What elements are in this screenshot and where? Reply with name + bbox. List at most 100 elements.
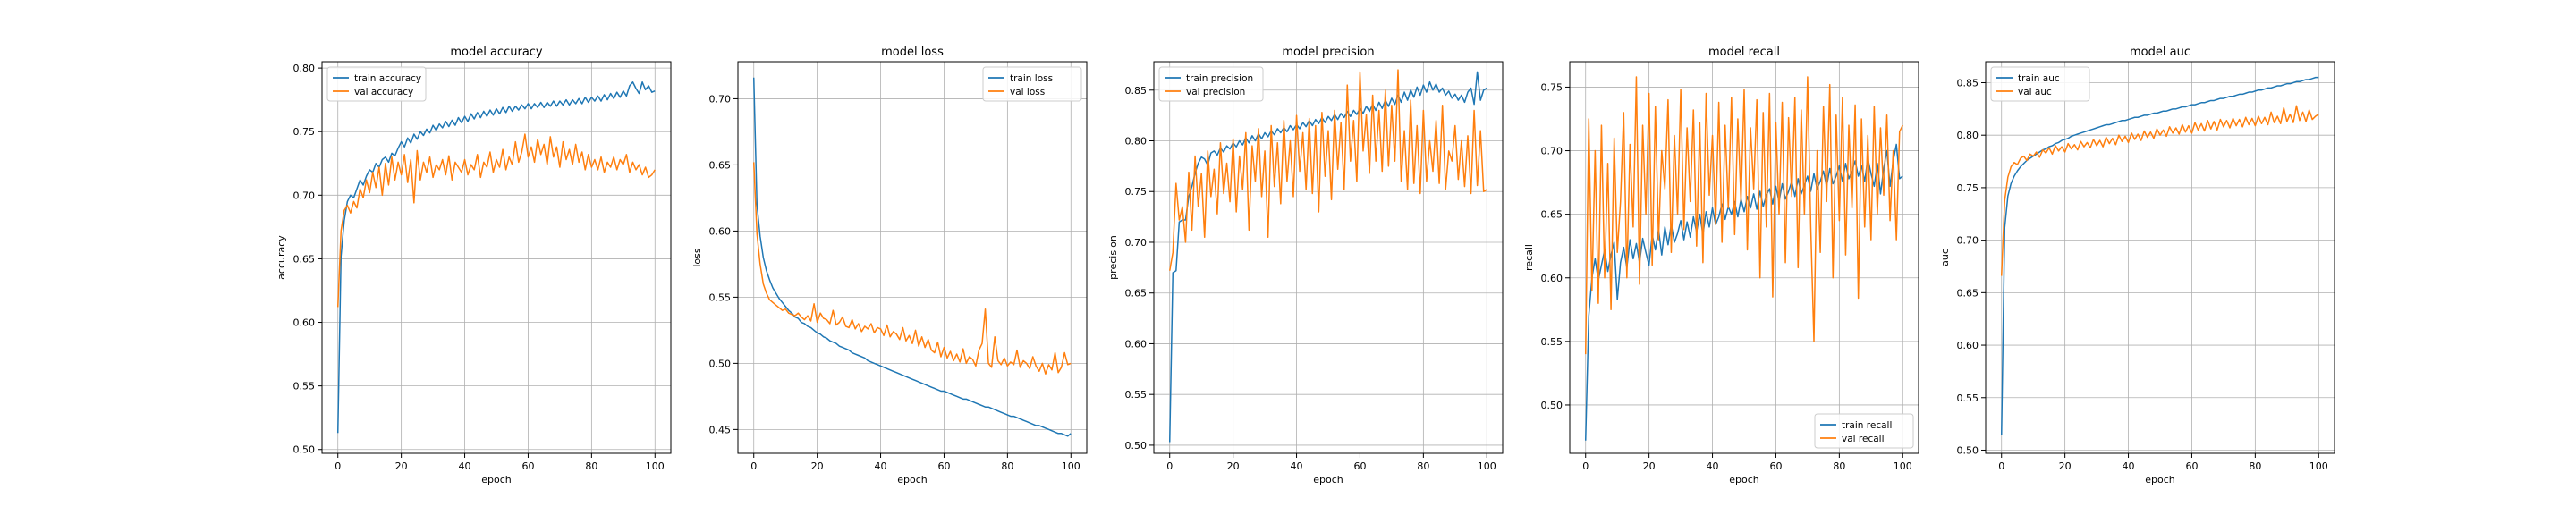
y-tick-label: 0.75 — [1125, 186, 1148, 198]
y-axis-label: auc — [1939, 249, 1951, 266]
chart-panel-0: 0 20 40 60 80 100 0.50 0.55 0.60 0.65 0.70 0.75 0.80… — [275, 46, 672, 485]
y-tick-label: 0.55 — [1125, 389, 1148, 401]
axes-frame — [1569, 61, 1919, 454]
x-tick-label: 80 — [585, 460, 597, 472]
legend-label-1: val recall — [1842, 434, 1885, 444]
legend-box — [1158, 66, 1264, 102]
series-line-0 — [336, 81, 656, 434]
y-tick-label: 0.70 — [1125, 237, 1148, 249]
y-tick-label: 0.60 — [1125, 338, 1148, 350]
x-tick-label: 100 — [1894, 460, 1912, 472]
y-tick-label: 0.50 — [1957, 444, 1979, 456]
x-tick-label: 60 — [521, 460, 534, 472]
x-tick-label: 20 — [811, 460, 824, 472]
y-axis-label: loss — [691, 248, 703, 267]
x-tick-label: 40 — [875, 460, 887, 472]
x-axis-label: epoch — [1729, 474, 1759, 485]
legend: train loss val loss — [982, 66, 1082, 102]
y-tick-label: 0.65 — [709, 159, 732, 171]
series-line-1 — [1584, 76, 1903, 355]
series-line-0 — [1584, 143, 1903, 441]
y-tick-label: 0.60 — [1541, 273, 1563, 284]
axes-frame — [1985, 61, 2335, 454]
chart-title: model recall — [1708, 46, 1780, 59]
x-tick-label: 20 — [395, 460, 408, 472]
y-tick-label: 0.50 — [293, 444, 316, 456]
y-tick-label: 0.85 — [1125, 85, 1148, 97]
x-tick-label: 20 — [1227, 460, 1240, 472]
y-tick-label: 0.55 — [293, 381, 316, 393]
y-tick-label: 0.65 — [1125, 288, 1148, 300]
y-tick-label: 0.65 — [1541, 209, 1563, 221]
legend-box — [1814, 413, 1914, 449]
y-tick-label: 0.50 — [709, 358, 732, 369]
series-line-1 — [336, 133, 656, 308]
legend-label-0: train precision — [1186, 73, 1253, 84]
legend: train auc val auc — [1990, 66, 2090, 102]
y-axis-label: accuracy — [275, 235, 287, 280]
y-tick-label: 0.60 — [709, 225, 732, 237]
x-tick-label: 0 — [1582, 460, 1589, 472]
x-tick-label: 60 — [2185, 460, 2198, 472]
y-tick-label: 0.60 — [293, 317, 316, 329]
chart-panel-1: 0 20 40 60 80 100 0.45 0.50 0.55 0.60 0.65 0.70 mode… — [691, 46, 1088, 485]
y-tick-label: 0.55 — [1541, 336, 1563, 348]
x-tick-label: 20 — [1643, 460, 1656, 472]
x-tick-label: 0 — [1166, 460, 1173, 472]
x-tick-label: 40 — [1291, 460, 1303, 472]
x-tick-label: 80 — [2249, 460, 2261, 472]
y-tick-label: 0.75 — [293, 126, 316, 138]
chart-title: model loss — [881, 46, 944, 59]
x-axis-label: epoch — [481, 474, 512, 485]
x-axis-label: epoch — [2145, 474, 2175, 485]
legend: train precision val precision — [1158, 66, 1264, 102]
axes-frame — [737, 61, 1088, 454]
series-line-0 — [1168, 71, 1487, 443]
y-tick-label: 0.50 — [1125, 440, 1148, 452]
axes-frame — [321, 61, 672, 454]
x-tick-label: 40 — [2123, 460, 2135, 472]
y-tick-label: 0.80 — [293, 63, 316, 74]
y-tick-label: 0.70 — [1541, 146, 1563, 157]
y-axis-label: recall — [1523, 244, 1535, 271]
x-tick-label: 80 — [1001, 460, 1013, 472]
x-tick-label: 80 — [1417, 460, 1429, 472]
legend-box — [1990, 66, 2090, 102]
legend-label-1: val accuracy — [354, 87, 413, 97]
y-tick-label: 0.70 — [293, 190, 316, 201]
series-line-1 — [1168, 69, 1487, 271]
chart-panel-3: 0 20 40 60 80 100 0.50 0.55 0.60 0.65 0.70 0.75 mode… — [1523, 46, 1919, 485]
x-tick-label: 20 — [2059, 460, 2072, 472]
y-tick-label: 0.70 — [709, 93, 732, 105]
legend-label-0: train loss — [1010, 73, 1053, 84]
x-tick-label: 40 — [459, 460, 471, 472]
x-tick-label: 40 — [1707, 460, 1719, 472]
y-tick-label: 0.80 — [1125, 136, 1148, 148]
series-line-1 — [2000, 105, 2319, 276]
legend-label-1: val loss — [1010, 87, 1045, 97]
x-tick-label: 80 — [1833, 460, 1845, 472]
y-tick-label: 0.75 — [1957, 182, 1979, 194]
y-tick-label: 0.60 — [1957, 340, 1979, 351]
legend-label-1: val auc — [2018, 87, 2052, 97]
legend-label-0: train auc — [2018, 73, 2060, 84]
legend-label-0: train accuracy — [354, 73, 421, 84]
x-tick-label: 0 — [335, 460, 341, 472]
series-line-1 — [752, 162, 1072, 375]
chart-title: model precision — [1282, 46, 1374, 59]
x-tick-label: 100 — [2309, 460, 2328, 472]
x-tick-label: 100 — [1478, 460, 1496, 472]
legend-label-0: train recall — [1842, 420, 1892, 431]
y-tick-label: 0.85 — [1957, 77, 1979, 89]
y-tick-label: 0.75 — [1541, 81, 1563, 93]
axes-frame — [1153, 61, 1504, 454]
x-tick-label: 0 — [1998, 460, 2004, 472]
series-line-0 — [752, 77, 1072, 437]
x-tick-label: 60 — [937, 460, 950, 472]
x-tick-label: 100 — [1062, 460, 1080, 472]
y-tick-label: 0.45 — [709, 424, 732, 435]
legend-box — [982, 66, 1082, 102]
x-axis-label: epoch — [897, 474, 928, 485]
x-axis-label: epoch — [1313, 474, 1343, 485]
legend: train accuracy val accuracy — [326, 66, 427, 102]
